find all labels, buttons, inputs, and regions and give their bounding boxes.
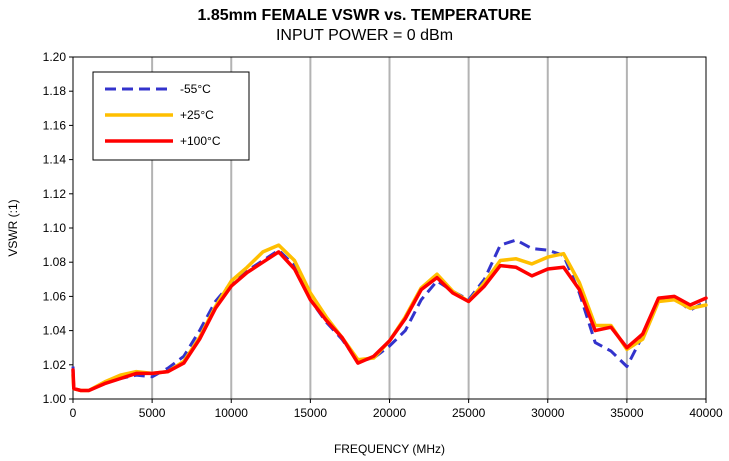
- x-tick-label: 35000: [610, 406, 644, 420]
- y-axis-ticks: 1.00 1.02 1.04 1.06 1.08 1.10 1.12 1.14 1.16 1.18…: [43, 50, 73, 406]
- y-axis-label: VSWR (:1): [6, 199, 20, 256]
- y-tick-label: 1.00: [43, 392, 67, 406]
- x-tick-label: 40000: [689, 406, 723, 420]
- chart-title: 1.85mm FEMALE VSWR vs. TEMPERATURE: [197, 7, 532, 24]
- y-tick-label: 1.10: [43, 221, 67, 235]
- y-tick-label: 1.08: [43, 255, 67, 269]
- x-tick-label: 5000: [139, 406, 166, 420]
- y-tick-label: 1.12: [43, 187, 67, 201]
- x-tick-label: 30000: [531, 406, 565, 420]
- x-axis-label: FREQUENCY (MHz): [334, 442, 445, 456]
- x-tick-label: 0: [70, 406, 77, 420]
- x-axis-ticks: 0 5000 10000 15000 20000 25000 30000 35000 40000: [70, 399, 723, 420]
- y-tick-label: 1.16: [43, 118, 67, 132]
- legend-label: +25°C: [180, 108, 214, 122]
- y-tick-label: 1.06: [43, 289, 67, 303]
- x-tick-label: 25000: [452, 406, 486, 420]
- y-tick-label: 1.04: [43, 324, 67, 338]
- x-tick-label: 15000: [294, 406, 328, 420]
- x-tick-label: 20000: [373, 406, 407, 420]
- chart-subtitle: INPUT POWER = 0 dBm: [275, 27, 454, 44]
- legend: -55°C +25°C +100°C: [92, 71, 250, 161]
- y-tick-label: 1.02: [43, 358, 67, 372]
- y-tick-label: 1.14: [43, 153, 67, 167]
- x-tick-label: 10000: [215, 406, 249, 420]
- y-tick-label: 1.18: [43, 84, 67, 98]
- y-tick-label: 1.20: [43, 50, 67, 64]
- series-line-2: [71, 250, 708, 393]
- series-line-0: [71, 238, 707, 392]
- legend-label: +100°C: [180, 134, 221, 148]
- series-layer: [71, 238, 708, 393]
- legend-label: -55°C: [180, 82, 211, 96]
